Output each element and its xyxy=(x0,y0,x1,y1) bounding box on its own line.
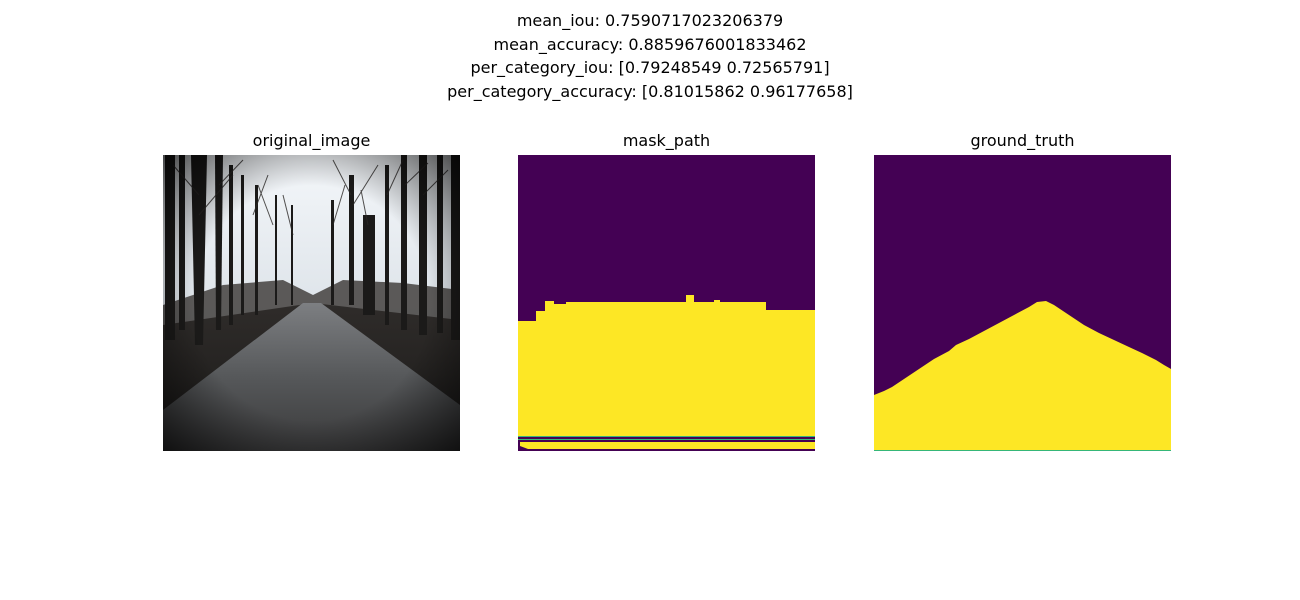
panel-title-mask-path: mask_path xyxy=(622,131,711,150)
panel-title-original-image: original_image xyxy=(252,131,371,150)
panel-title-ground-truth: ground_truth xyxy=(970,131,1075,150)
forest-road-photo xyxy=(163,155,460,451)
metric-per-category-iou: per_category_iou: [0.79248549 0.72565791… xyxy=(470,58,830,77)
original-image-panel xyxy=(163,155,460,451)
ground-truth-panel xyxy=(874,155,1171,451)
mask-path-panel xyxy=(518,155,815,451)
metric-per-category-accuracy: per_category_accuracy: [0.81015862 0.961… xyxy=(447,81,853,101)
ground-truth-mask xyxy=(874,155,1171,451)
figure-suptitle: mean_iou: 0.7590717023206379 mean_accura… xyxy=(0,9,1300,103)
metric-mean-iou: mean_iou: 0.7590717023206379 xyxy=(516,11,784,30)
predicted-mask xyxy=(518,155,815,451)
metric-mean-accuracy: mean_accuracy: 0.8859676001833462 xyxy=(493,34,807,54)
